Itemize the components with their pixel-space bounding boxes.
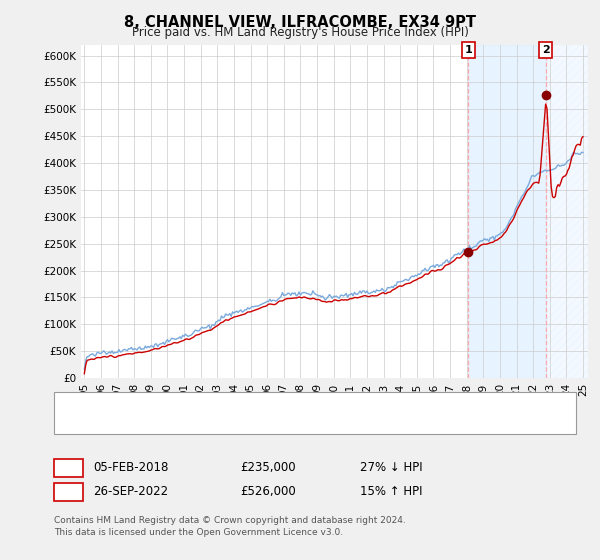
Bar <box>545 45 588 378</box>
Text: 1: 1 <box>64 461 73 474</box>
Text: 15% ↑ HPI: 15% ↑ HPI <box>360 485 422 498</box>
Text: £235,000: £235,000 <box>240 461 296 474</box>
Text: 26-SEP-2022: 26-SEP-2022 <box>93 485 168 498</box>
Text: 05-FEB-2018: 05-FEB-2018 <box>93 461 169 474</box>
Text: 8, CHANNEL VIEW, ILFRACOMBE, EX34 9PT: 8, CHANNEL VIEW, ILFRACOMBE, EX34 9PT <box>124 15 476 30</box>
Bar <box>469 45 545 378</box>
Text: 2: 2 <box>542 45 550 55</box>
Text: HPI: Average price, detached house, North Devon: HPI: Average price, detached house, Nort… <box>111 417 370 427</box>
Text: 8, CHANNEL VIEW, ILFRACOMBE, EX34 9PT (detached house): 8, CHANNEL VIEW, ILFRACOMBE, EX34 9PT (d… <box>111 399 428 409</box>
Text: Price paid vs. HM Land Registry's House Price Index (HPI): Price paid vs. HM Land Registry's House … <box>131 26 469 39</box>
Text: 2: 2 <box>64 485 73 498</box>
Text: Contains HM Land Registry data © Crown copyright and database right 2024.
This d: Contains HM Land Registry data © Crown c… <box>54 516 406 537</box>
Text: 27% ↓ HPI: 27% ↓ HPI <box>360 461 422 474</box>
Text: £526,000: £526,000 <box>240 485 296 498</box>
Text: 1: 1 <box>464 45 472 55</box>
